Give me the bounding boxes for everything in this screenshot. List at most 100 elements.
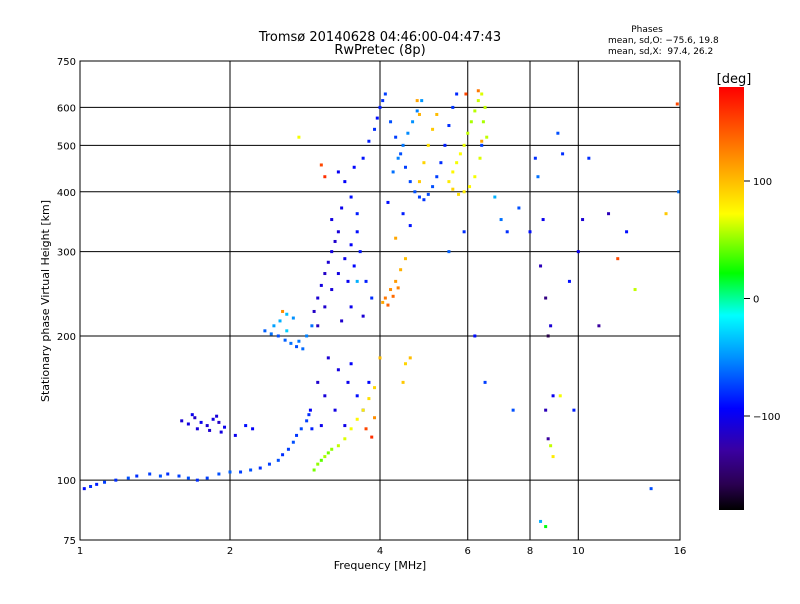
data-point bbox=[462, 143, 466, 147]
data-point bbox=[297, 135, 301, 139]
data-point bbox=[249, 468, 253, 472]
data-point bbox=[451, 170, 455, 174]
data-point bbox=[114, 478, 118, 482]
data-point bbox=[458, 152, 462, 156]
data-point bbox=[330, 218, 334, 222]
data-point bbox=[422, 161, 426, 165]
data-point bbox=[336, 444, 340, 448]
y-tick-label: 300 bbox=[57, 248, 76, 259]
data-point bbox=[340, 319, 344, 323]
data-point bbox=[378, 356, 382, 360]
data-point bbox=[267, 462, 271, 466]
data-point bbox=[299, 427, 303, 431]
data-point bbox=[343, 437, 347, 441]
data-point bbox=[462, 190, 466, 194]
data-point bbox=[316, 462, 320, 466]
data-point bbox=[422, 198, 426, 202]
data-point bbox=[166, 472, 170, 476]
data-point bbox=[278, 319, 282, 323]
data-point bbox=[394, 279, 398, 283]
data-point bbox=[417, 195, 421, 199]
data-point bbox=[478, 156, 482, 160]
stats-heading: Phases bbox=[631, 25, 663, 35]
data-point bbox=[391, 294, 395, 298]
data-point bbox=[551, 394, 555, 398]
data-point bbox=[336, 170, 340, 174]
data-point bbox=[539, 519, 543, 523]
data-point bbox=[305, 419, 309, 423]
data-point bbox=[505, 230, 509, 234]
data-point bbox=[355, 212, 359, 216]
data-point bbox=[308, 408, 312, 412]
data-point bbox=[295, 433, 299, 437]
data-point bbox=[291, 440, 295, 444]
data-point bbox=[319, 283, 323, 287]
data-point bbox=[126, 476, 130, 480]
data-point bbox=[383, 296, 387, 300]
data-point bbox=[316, 380, 320, 384]
data-point bbox=[511, 408, 515, 412]
data-point bbox=[375, 116, 379, 120]
grid bbox=[80, 61, 680, 540]
data-point bbox=[323, 455, 327, 459]
data-point bbox=[269, 332, 273, 336]
data-point bbox=[411, 120, 415, 124]
plot-frame bbox=[79, 60, 681, 541]
data-point bbox=[499, 218, 503, 222]
x-tick-label: 4 bbox=[377, 546, 383, 557]
data-point bbox=[326, 356, 330, 360]
data-point bbox=[401, 143, 405, 147]
data-point bbox=[263, 329, 267, 333]
data-point bbox=[370, 296, 374, 300]
data-point bbox=[367, 380, 371, 384]
y-axis-label: Stationary phase Virtual Height [km] bbox=[39, 200, 52, 402]
data-point bbox=[549, 444, 553, 448]
data-point bbox=[364, 427, 368, 431]
data-point bbox=[349, 362, 353, 366]
data-points bbox=[82, 89, 681, 529]
data-point bbox=[408, 224, 412, 228]
x-tick-label: 16 bbox=[674, 546, 687, 557]
data-point bbox=[190, 413, 194, 417]
data-point bbox=[82, 487, 86, 491]
data-point bbox=[386, 303, 390, 307]
data-point bbox=[664, 212, 668, 216]
data-point bbox=[310, 427, 314, 431]
data-point bbox=[355, 279, 359, 283]
colorbar-tick-label: 100 bbox=[753, 177, 772, 188]
data-point bbox=[336, 272, 340, 276]
data-point bbox=[361, 408, 365, 412]
data-point bbox=[323, 175, 327, 179]
data-point bbox=[355, 417, 359, 421]
data-point bbox=[95, 482, 99, 486]
data-point bbox=[394, 236, 398, 240]
data-point bbox=[567, 279, 571, 283]
data-point bbox=[389, 288, 393, 292]
y-tick-label: 100 bbox=[57, 476, 76, 487]
data-point bbox=[148, 472, 152, 476]
data-point bbox=[447, 250, 451, 254]
data-point bbox=[199, 420, 203, 424]
data-point bbox=[536, 175, 540, 179]
data-point bbox=[177, 474, 181, 478]
data-point bbox=[476, 89, 480, 93]
colorbar-tick-label: 0 bbox=[753, 295, 759, 306]
data-point bbox=[367, 397, 371, 401]
data-point bbox=[403, 362, 407, 366]
x-axis: 1 2 4 6 8 10 16 bbox=[77, 546, 687, 557]
data-point bbox=[675, 102, 679, 106]
data-point bbox=[352, 264, 356, 268]
stats-x-mode: mean, sd,X: 97.4, 26.2 bbox=[608, 47, 713, 57]
data-point bbox=[326, 260, 330, 264]
data-point bbox=[205, 424, 209, 428]
data-point bbox=[558, 394, 562, 398]
data-point bbox=[316, 296, 320, 300]
data-point bbox=[158, 474, 162, 478]
colorbar: [deg] 100 0 −100 bbox=[717, 72, 780, 510]
colorbar-gradient bbox=[719, 87, 744, 510]
data-point bbox=[649, 487, 653, 491]
data-point bbox=[394, 135, 398, 139]
y-axis: 75 100 200 300 400 500 600 750 bbox=[57, 57, 76, 547]
data-point bbox=[533, 156, 537, 160]
